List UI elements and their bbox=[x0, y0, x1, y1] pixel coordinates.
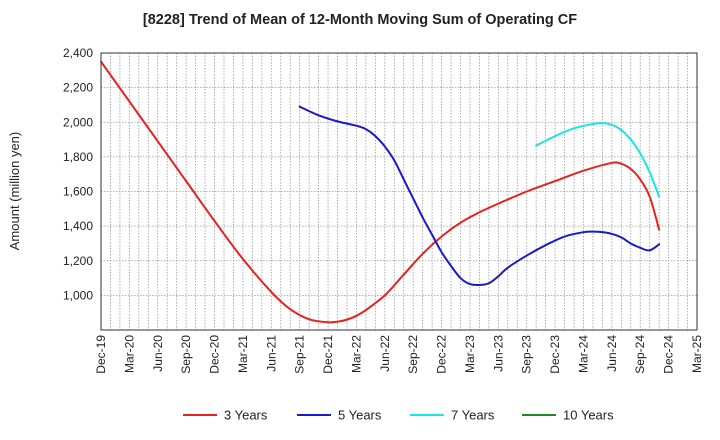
x-tick-label: Sep-20 bbox=[179, 335, 193, 374]
x-tick-label: Dec-21 bbox=[321, 335, 335, 374]
x-tick-label: Mar-24 bbox=[576, 335, 590, 373]
x-tick-label: Dec-20 bbox=[208, 335, 222, 374]
y-tick-label: 1,400 bbox=[63, 219, 93, 233]
x-tick-label: Jun-24 bbox=[605, 335, 619, 372]
y-tick-label: 2,400 bbox=[63, 46, 93, 60]
x-tick-label: Dec-22 bbox=[435, 335, 449, 374]
y-gridlines bbox=[101, 87, 697, 296]
y-tick-label: 1,200 bbox=[63, 254, 93, 268]
y-tick-label: 1,800 bbox=[63, 150, 93, 164]
series-line-3-years bbox=[100, 60, 661, 324]
legend-label-7-years: 7 Years bbox=[451, 408, 495, 423]
y-tick-label: 2,000 bbox=[63, 115, 93, 129]
y-tick-labels: 1,000 1,200 1,400 1,600 1,800 2,000 2,200 2,400 bbox=[63, 46, 93, 302]
x-tick-label: Sep-23 bbox=[520, 335, 534, 374]
x-tick-label: Sep-24 bbox=[633, 335, 647, 374]
x-tick-labels: Dec-19 Mar-20 Jun-20 Sep-20 Dec-20 Mar-21 Jun-… bbox=[94, 335, 704, 374]
x-tick-label: Dec-19 bbox=[94, 335, 108, 374]
x-tick-label: Mar-22 bbox=[349, 335, 363, 373]
series-line-5-years bbox=[298, 105, 661, 287]
y-axis-label: Amount (million yen) bbox=[7, 132, 22, 251]
x-tick-label: Sep-21 bbox=[293, 335, 307, 374]
y-tick-label: 1,600 bbox=[63, 185, 93, 199]
x-tick-label: Jun-23 bbox=[491, 335, 505, 372]
series-line-7-years bbox=[535, 122, 661, 198]
chart-title: [8228] Trend of Mean of 12-Month Moving … bbox=[143, 12, 577, 28]
x-tick-label: Sep-22 bbox=[406, 335, 420, 374]
y-tick-label: 2,200 bbox=[63, 81, 93, 95]
x-tick-label: Mar-23 bbox=[463, 335, 477, 373]
series-layer bbox=[100, 60, 661, 324]
legend: 3 Years 5 Years 7 Years 10 Years bbox=[183, 408, 614, 423]
legend-label-5-years: 5 Years bbox=[338, 408, 382, 423]
x-tick-label: Dec-23 bbox=[548, 335, 562, 374]
x-tick-label: Jun-22 bbox=[378, 335, 392, 372]
legend-label-10-years: 10 Years bbox=[563, 408, 614, 423]
x-tick-label: Jun-20 bbox=[151, 335, 165, 372]
x-tick-label: Mar-21 bbox=[236, 335, 250, 373]
x-tick-label: Dec-24 bbox=[662, 335, 676, 374]
x-tick-label: Mar-20 bbox=[122, 335, 136, 373]
legend-label-3-years: 3 Years bbox=[224, 408, 268, 423]
x-tick-label: Jun-21 bbox=[264, 335, 278, 372]
y-tick-label: 1,000 bbox=[63, 288, 93, 302]
x-tick-label: Mar-25 bbox=[690, 335, 704, 373]
plot-frame bbox=[100, 52, 698, 331]
